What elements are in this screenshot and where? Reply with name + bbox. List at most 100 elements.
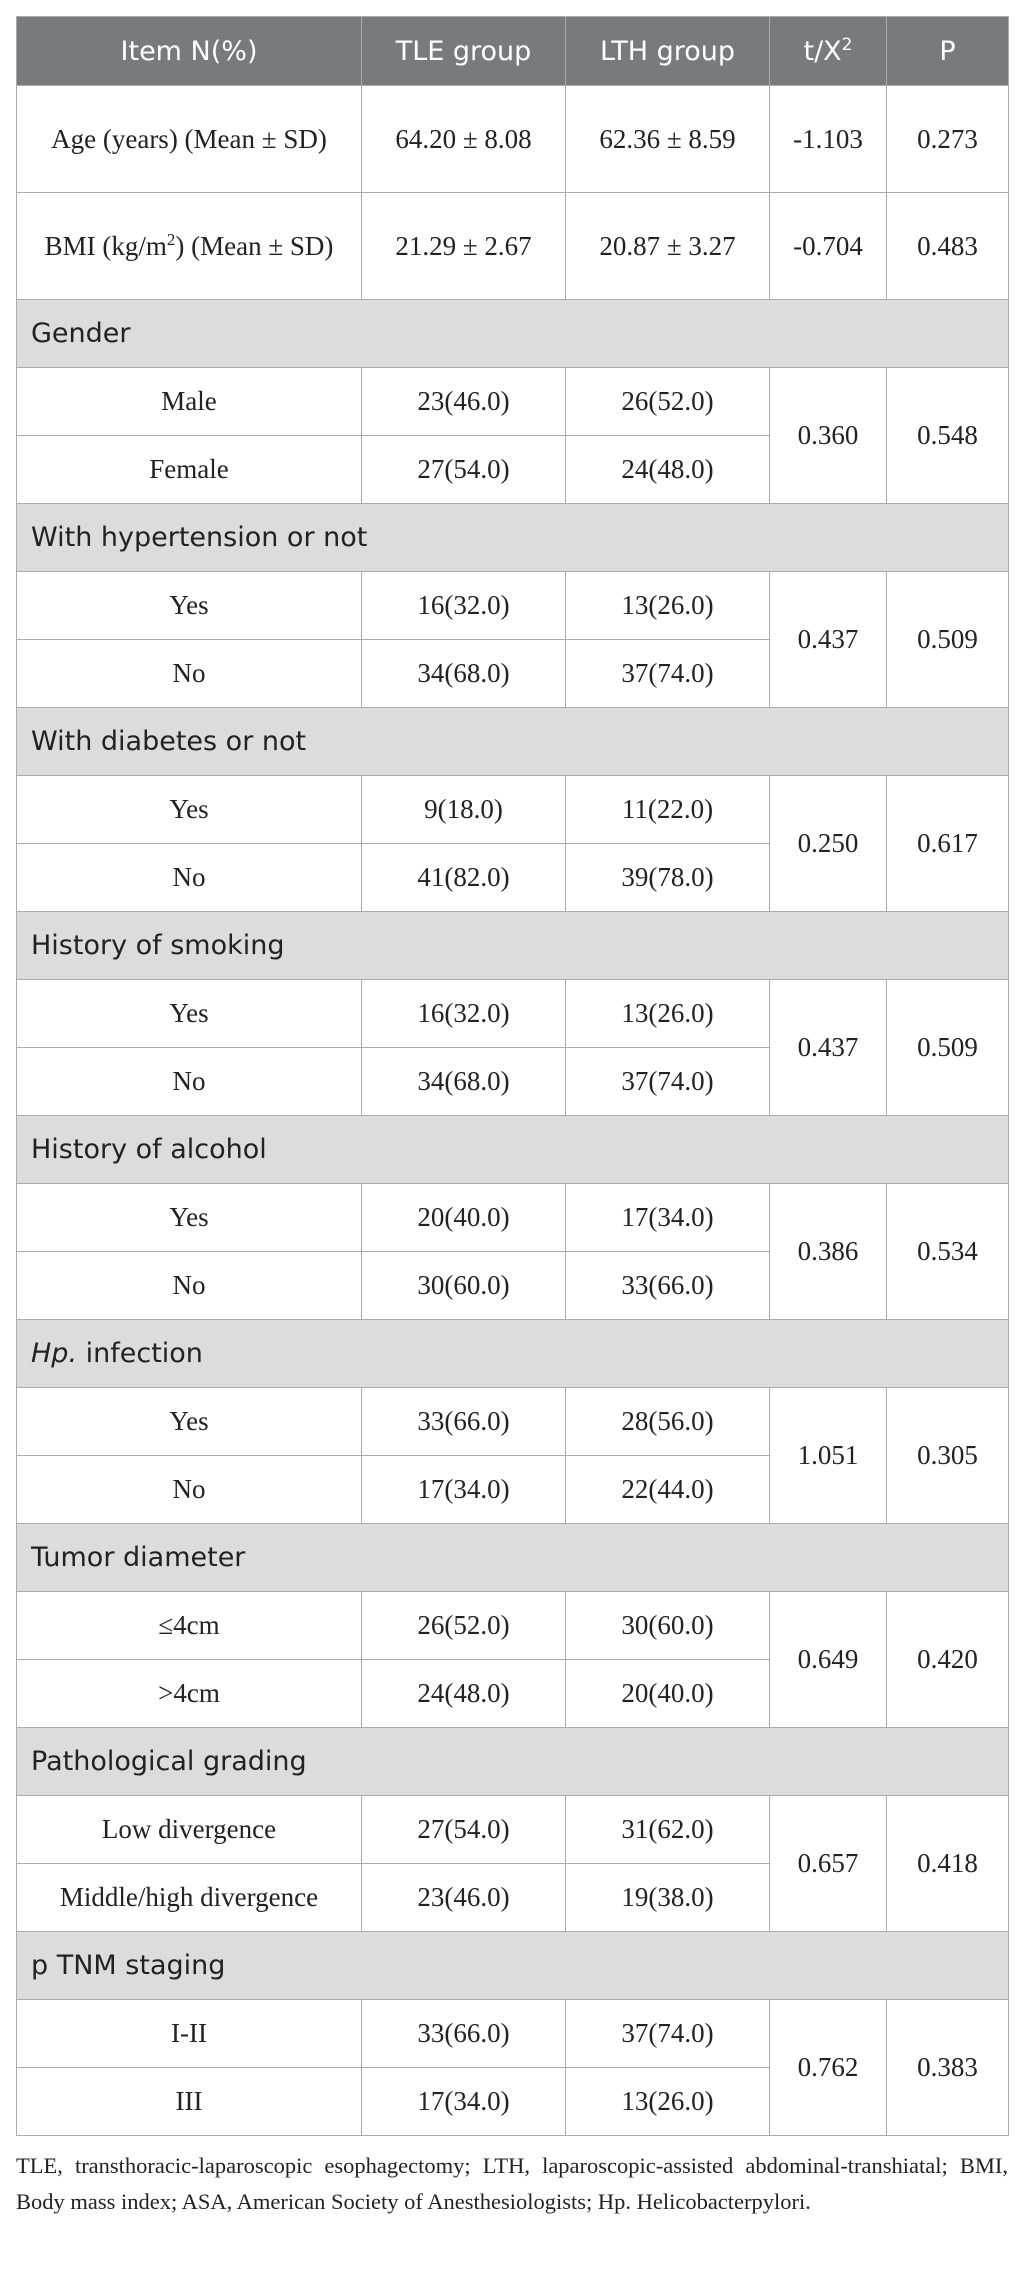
p-value: 0.534 [886, 1183, 1009, 1320]
tle-value: 16(32.0) [361, 571, 566, 640]
lth-value: 33(66.0) [565, 1251, 770, 1320]
section-header: Pathological grading [16, 1727, 1009, 1796]
row-label: No [16, 1251, 362, 1320]
row-label: No [16, 1047, 362, 1116]
lth-value: 11(22.0) [565, 775, 770, 844]
tle-value: 26(52.0) [361, 1591, 566, 1660]
table-container: Item N(%) TLE group LTH group t/X2 P Age… [16, 16, 1009, 2220]
row-label: Female [16, 435, 362, 504]
table-row: I-II 33(66.0) 37(74.0) 0.762 0.383 [16, 1999, 1009, 2136]
lth-value: 37(74.0) [565, 639, 770, 708]
lth-value: 31(62.0) [565, 1795, 770, 1864]
lth-value: 13(26.0) [565, 571, 770, 640]
section-header: Gender [16, 299, 1009, 368]
tle-value: 27(54.0) [361, 1795, 566, 1864]
row-label: Age (years) (Mean ± SD) [16, 85, 362, 193]
table-row: Male 23(46.0) 26(52.0) 0.360 0.548 [16, 367, 1009, 504]
tle-value: 17(34.0) [361, 1455, 566, 1524]
lth-value: 39(78.0) [565, 843, 770, 912]
tle-value: 30(60.0) [361, 1251, 566, 1320]
section-title: Pathological grading [16, 1727, 1009, 1796]
tle-value: 23(46.0) [361, 367, 566, 436]
section-title: With hypertension or not [16, 503, 1009, 572]
row-label: Middle/high divergence [16, 1863, 362, 1932]
table-row: >4cm 24(48.0) 20(40.0) [16, 1659, 1009, 1728]
row-label: Male [16, 367, 362, 436]
tle-value: 24(48.0) [361, 1659, 566, 1728]
row-label: III [16, 2067, 362, 2136]
section-header: History of smoking [16, 911, 1009, 980]
row-label: ≤4cm [16, 1591, 362, 1660]
row-label: No [16, 639, 362, 708]
table-row: Yes 20(40.0) 17(34.0) 0.386 0.534 [16, 1183, 1009, 1320]
lth-value: 28(56.0) [565, 1387, 770, 1456]
header-statistic: t/X2 [769, 16, 887, 86]
section-header: With diabetes or not [16, 707, 1009, 776]
tle-value: 33(66.0) [361, 1387, 566, 1456]
row-label: Low divergence [16, 1795, 362, 1864]
row-label: Yes [16, 979, 362, 1048]
table-row: No 17(34.0) 22(44.0) [16, 1455, 1009, 1524]
tle-value: 16(32.0) [361, 979, 566, 1048]
p-value: 0.617 [886, 775, 1009, 912]
table-row: No 30(60.0) 33(66.0) [16, 1251, 1009, 1320]
stat-value: 1.051 [769, 1387, 887, 1524]
lth-value: 26(52.0) [565, 367, 770, 436]
section-title: Gender [16, 299, 1009, 368]
section-title: p TNM staging [16, 1931, 1009, 2000]
lth-value: 37(74.0) [565, 1047, 770, 1116]
section-header: With hypertension or not [16, 503, 1009, 572]
row-label: I-II [16, 1999, 362, 2068]
stat-value: 0.437 [769, 979, 887, 1116]
tle-value: 64.20 ± 8.08 [361, 85, 566, 193]
row-label: No [16, 843, 362, 912]
section-title: History of alcohol [16, 1115, 1009, 1184]
table-row: Yes 16(32.0) 13(26.0) 0.437 0.509 [16, 571, 1009, 708]
section-header: Hp. infection [16, 1319, 1009, 1388]
tle-value: 21.29 ± 2.67 [361, 192, 566, 300]
p-value: 0.509 [886, 571, 1009, 708]
table-row: ≤4cm 26(52.0) 30(60.0) 0.649 0.420 [16, 1591, 1009, 1728]
table-row: Yes 33(66.0) 28(56.0) 1.051 0.305 [16, 1387, 1009, 1524]
section-title: Tumor diameter [16, 1523, 1009, 1592]
stat-value: 0.762 [769, 1999, 887, 2136]
section-header: History of alcohol [16, 1115, 1009, 1184]
p-value: 0.483 [886, 192, 1009, 300]
table-row-age: Age (years) (Mean ± SD) 64.20 ± 8.08 62.… [16, 85, 1009, 193]
header-item: Item N(%) [16, 16, 362, 86]
baseline-characteristics-table: Item N(%) TLE group LTH group t/X2 P Age… [16, 16, 1009, 2136]
stat-value: 0.437 [769, 571, 887, 708]
row-label: Yes [16, 1183, 362, 1252]
stat-value: 0.657 [769, 1795, 887, 1932]
section-title: Hp. infection [16, 1319, 1009, 1388]
p-value: 0.548 [886, 367, 1009, 504]
tle-value: 34(68.0) [361, 1047, 566, 1116]
table-row: III 17(34.0) 13(26.0) [16, 2067, 1009, 2136]
p-value: 0.418 [886, 1795, 1009, 1932]
p-value: 0.273 [886, 85, 1009, 193]
row-label: Yes [16, 775, 362, 844]
header-row: Item N(%) TLE group LTH group t/X2 P [16, 16, 1009, 86]
header-p-value: P [886, 16, 1009, 86]
row-label: Yes [16, 1387, 362, 1456]
tle-value: 23(46.0) [361, 1863, 566, 1932]
p-value: 0.305 [886, 1387, 1009, 1524]
stat-value: -0.704 [769, 192, 887, 300]
table-row: Middle/high divergence 23(46.0) 19(38.0) [16, 1863, 1009, 1932]
tle-value: 27(54.0) [361, 435, 566, 504]
section-title: With diabetes or not [16, 707, 1009, 776]
table-footnote: TLE, transthoracic-laparoscopic esophage… [16, 2153, 1008, 2214]
tle-value: 34(68.0) [361, 639, 566, 708]
lth-value: 20(40.0) [565, 1659, 770, 1728]
table-row: No 34(68.0) 37(74.0) [16, 1047, 1009, 1116]
section-title: History of smoking [16, 911, 1009, 980]
stat-value: -1.103 [769, 85, 887, 193]
lth-value: 19(38.0) [565, 1863, 770, 1932]
header-lth-group: LTH group [565, 16, 770, 86]
tle-value: 33(66.0) [361, 1999, 566, 2068]
stat-value: 0.386 [769, 1183, 887, 1320]
p-value: 0.509 [886, 979, 1009, 1116]
lth-value: 30(60.0) [565, 1591, 770, 1660]
row-label: Yes [16, 571, 362, 640]
row-label: BMI (kg/m2) (Mean ± SD) [16, 192, 362, 300]
